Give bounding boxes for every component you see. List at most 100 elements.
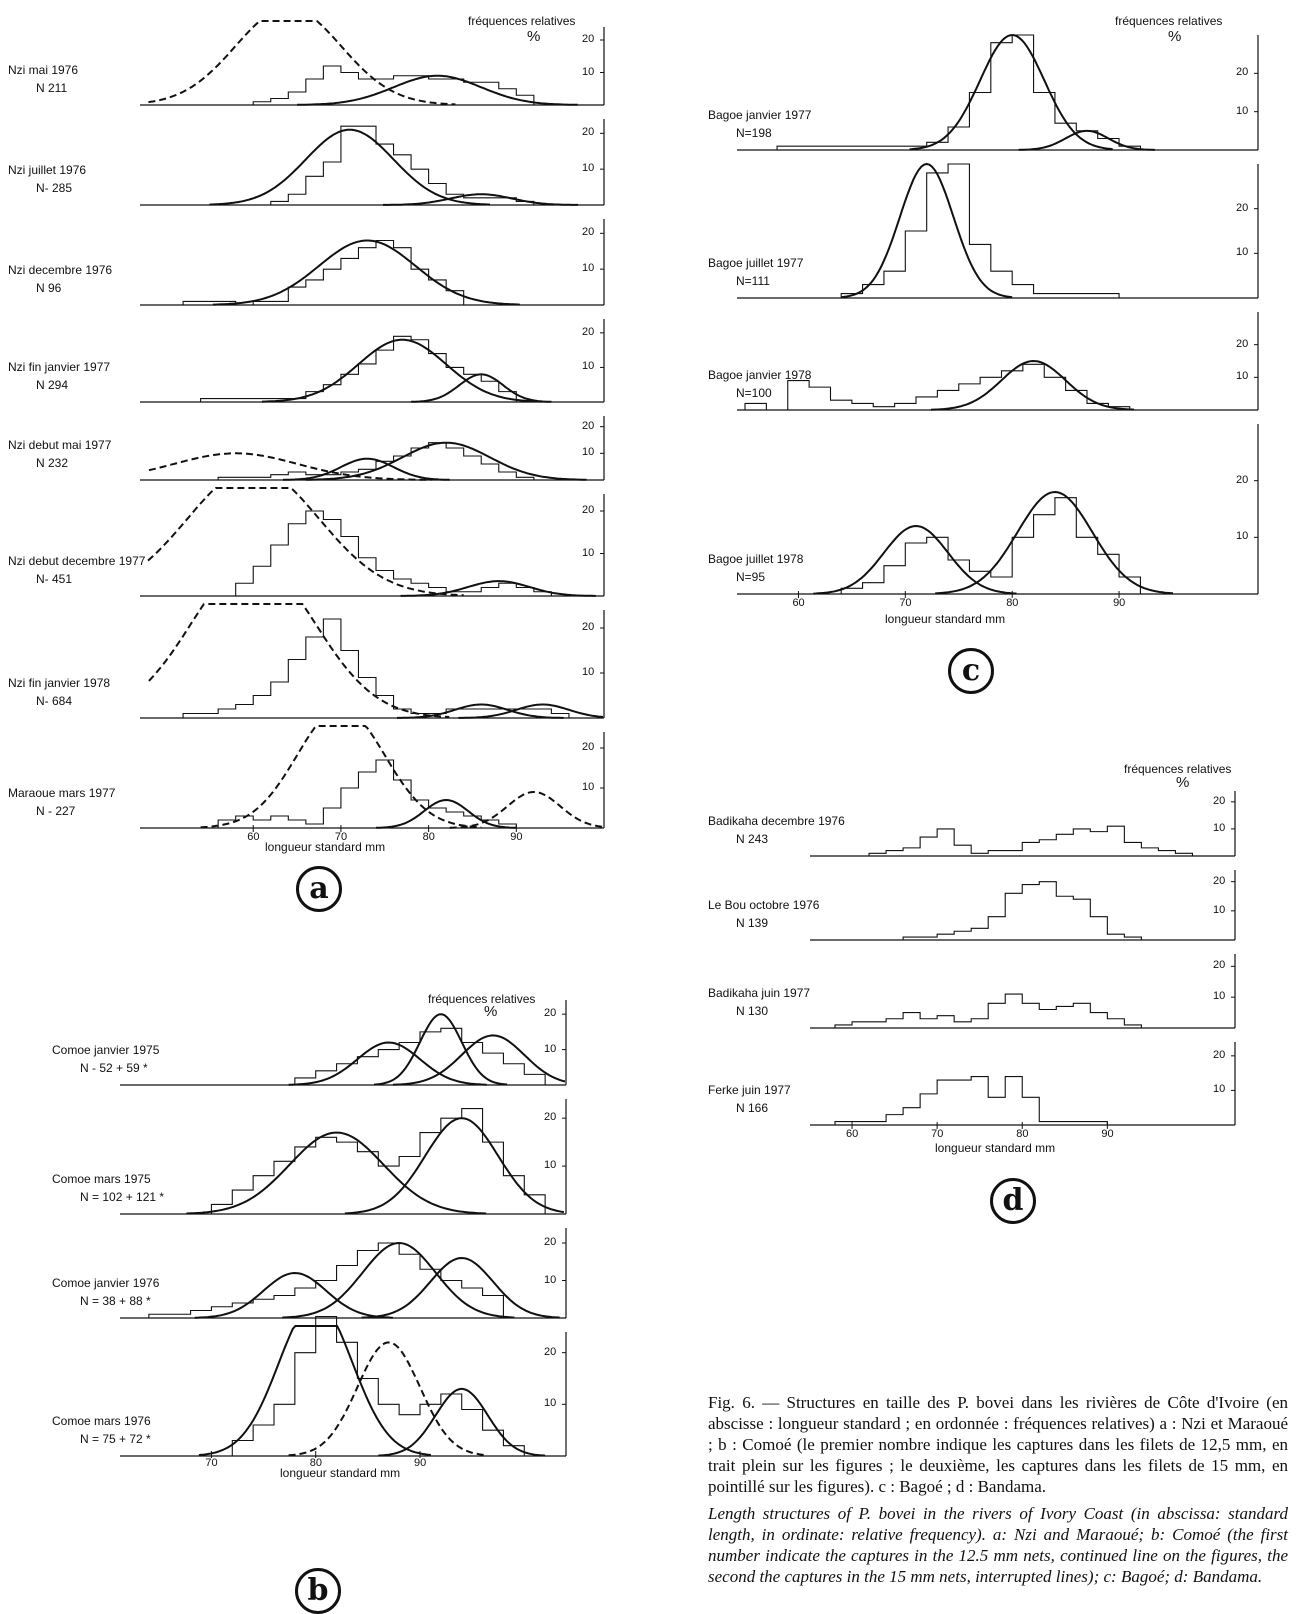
ytick-label: 10 [1236, 530, 1249, 543]
normal-curve [397, 703, 564, 719]
ytick-label: 20 [582, 33, 595, 45]
xtick-label: 70 [899, 597, 912, 609]
xlabel-d: longueur standard mm [935, 1141, 1056, 1155]
ytick-label: 10 [544, 1042, 557, 1055]
histogram-bars [840, 163, 1120, 298]
ytick-label: 10 [1213, 821, 1226, 834]
normal-curve [1018, 129, 1155, 151]
subplot-n: N 130 [736, 1004, 769, 1018]
normal-curve [282, 457, 450, 481]
ytick-label: 20 [582, 741, 595, 753]
subplot-n: N - 52 + 59 * [80, 1061, 148, 1075]
histogram-bars [182, 618, 570, 718]
histogram-bars [776, 34, 1141, 150]
histogram-bars [270, 125, 535, 205]
histogram-bars [235, 510, 552, 596]
normal-curve [400, 580, 596, 597]
ytick-label: 20 [1236, 201, 1249, 214]
normal-curve [930, 359, 1135, 411]
subplot-n: N 243 [736, 832, 769, 846]
ytick-label: 20 [1213, 874, 1226, 887]
subplot-label: Nzi mai 1976 [8, 63, 79, 77]
xtick-label: 70 [931, 1128, 944, 1140]
xlabel-b: longueur standard mm [280, 1466, 401, 1480]
ytick-label: 20 [544, 1236, 557, 1248]
normal-curve [262, 338, 543, 403]
normal-curve [344, 1117, 565, 1215]
ylabel-b: fréquences relatives [428, 992, 536, 1006]
histogram-bars [148, 1242, 504, 1318]
ytick-label: 20 [1213, 794, 1226, 807]
histogram-bars [294, 1027, 546, 1085]
normal-curve [209, 128, 491, 206]
subplot-label: Nzi decembre 1976 [8, 263, 113, 277]
ylabel-a: fréquences relatives [468, 14, 576, 28]
ytick-label: 10 [1213, 990, 1226, 1003]
subplot-n: N 211 [36, 81, 68, 95]
histogram-bars [217, 442, 535, 480]
histogram-bars [252, 65, 535, 105]
histogram-bars [231, 1315, 525, 1456]
normal-curve [148, 603, 450, 718]
subplot-label: Badikaha decembre 1976 [708, 814, 845, 828]
ytick-label: 10 [582, 65, 595, 78]
figure-caption: Fig. 6. — Structures en taille des P. bo… [708, 1392, 1288, 1587]
xtick-label: 80 [1016, 1128, 1029, 1140]
normal-curve [186, 1131, 487, 1215]
ytick-label: 20 [1236, 66, 1249, 79]
panel-letter-b: b [295, 1568, 341, 1614]
normal-curve [374, 1013, 508, 1086]
subplot-n: N 232 [36, 456, 69, 470]
subplot-n: N - 227 [36, 804, 76, 818]
percent-d: % [1176, 774, 1190, 791]
normal-curve [935, 490, 1174, 595]
ytick-label: 10 [582, 446, 595, 459]
subplot-label: Nzi debut decembre 1977 [8, 554, 146, 568]
ytick-label: 20 [544, 1007, 557, 1020]
subplot-n: N- 451 [36, 572, 73, 586]
subplot-n: N- 285 [36, 181, 73, 195]
xtick-label: 70 [334, 831, 348, 843]
xtick-label: 90 [1101, 1128, 1114, 1140]
percent-b: % [484, 1003, 498, 1020]
xlabel-a: longueur standard mm [265, 840, 386, 854]
panel-letter-c: c [948, 648, 994, 694]
subplot-n: N 294 [36, 378, 69, 392]
ytick-label: 10 [1236, 370, 1249, 383]
histogram-bars [744, 363, 1131, 411]
xtick-label: 70 [205, 1457, 218, 1469]
ytick-label: 10 [1213, 903, 1226, 916]
ytick-label: 20 [582, 226, 595, 239]
normal-curve [458, 703, 604, 719]
ytick-label: 20 [1213, 959, 1226, 972]
xlabel-c: longueur standard mm [885, 612, 1006, 626]
ytick-label: 10 [582, 666, 595, 678]
ytick-label: 10 [1213, 1083, 1226, 1096]
normal-curve [148, 452, 432, 481]
subplot-label: Bagoe juillet 1978 [708, 552, 804, 566]
normal-curve [288, 1341, 487, 1457]
xtick-label: 60 [792, 597, 805, 609]
normal-curve [378, 1387, 546, 1457]
normal-curve [212, 239, 520, 306]
ytick-label: 10 [582, 162, 595, 175]
subplot-label: Comoe mars 1975 [52, 1172, 151, 1186]
ytick-label: 10 [1236, 246, 1249, 259]
ytick-label: 20 [1236, 337, 1249, 350]
ytick-label: 20 [582, 325, 595, 338]
normal-curve [449, 791, 604, 829]
ytick-label: 10 [1236, 104, 1249, 117]
xtick-label: 80 [1006, 597, 1019, 609]
xtick-label: 80 [309, 1457, 322, 1469]
ytick-label: 20 [582, 504, 595, 516]
ytick-label: 10 [582, 546, 595, 559]
normal-curve [383, 193, 579, 206]
ytick-label: 10 [544, 1273, 557, 1286]
ytick-label: 10 [544, 1159, 557, 1172]
normal-curve [200, 725, 482, 829]
subplot-n: N- 684 [36, 694, 73, 708]
normal-curve [282, 1241, 515, 1319]
ytick-label: 10 [544, 1397, 557, 1410]
subplot-label: Badikaha juin 1977 [708, 986, 811, 1000]
